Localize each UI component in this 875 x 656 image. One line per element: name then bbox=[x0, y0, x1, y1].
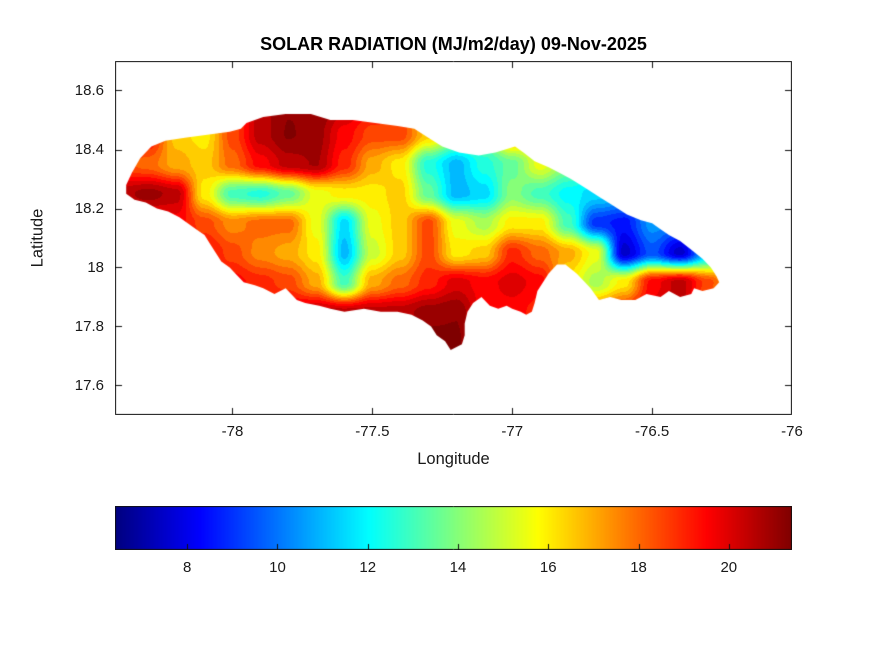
plot-area bbox=[115, 61, 792, 415]
colorbar-canvas bbox=[115, 506, 792, 550]
y-tick-label: 17.6 bbox=[74, 376, 104, 394]
colorbar-tick-label: 10 bbox=[269, 559, 286, 576]
x-tick-label: -77 bbox=[501, 423, 524, 440]
y-tick-label: 17.8 bbox=[74, 317, 104, 335]
y-tick-label: 18.4 bbox=[74, 140, 104, 158]
chart-title: SOLAR RADIATION (MJ/m2/day) 09-Nov-2025 bbox=[260, 34, 647, 54]
colorbar-tick-label: 16 bbox=[539, 559, 557, 576]
y-tick-label: 18 bbox=[87, 258, 104, 276]
colorbar-tick-label: 8 bbox=[183, 559, 192, 576]
colorbar bbox=[115, 506, 792, 550]
x-axis-label: Longitude bbox=[417, 450, 490, 468]
x-tick-label: -77.5 bbox=[355, 423, 390, 440]
y-tick-label: 18.2 bbox=[74, 199, 104, 217]
x-tick-label: -78 bbox=[221, 423, 244, 440]
colorbar-tick-label: 18 bbox=[630, 559, 647, 576]
y-tick-label: 18.6 bbox=[74, 81, 104, 99]
colorbar-tick-label: 20 bbox=[720, 559, 738, 576]
x-tick-label: -76 bbox=[781, 423, 803, 440]
solar-radiation-map-canvas bbox=[115, 61, 792, 415]
colorbar-tick-label: 12 bbox=[359, 559, 377, 576]
x-tick-label: -76.5 bbox=[635, 423, 670, 440]
colorbar-tick-label: 14 bbox=[449, 559, 467, 576]
